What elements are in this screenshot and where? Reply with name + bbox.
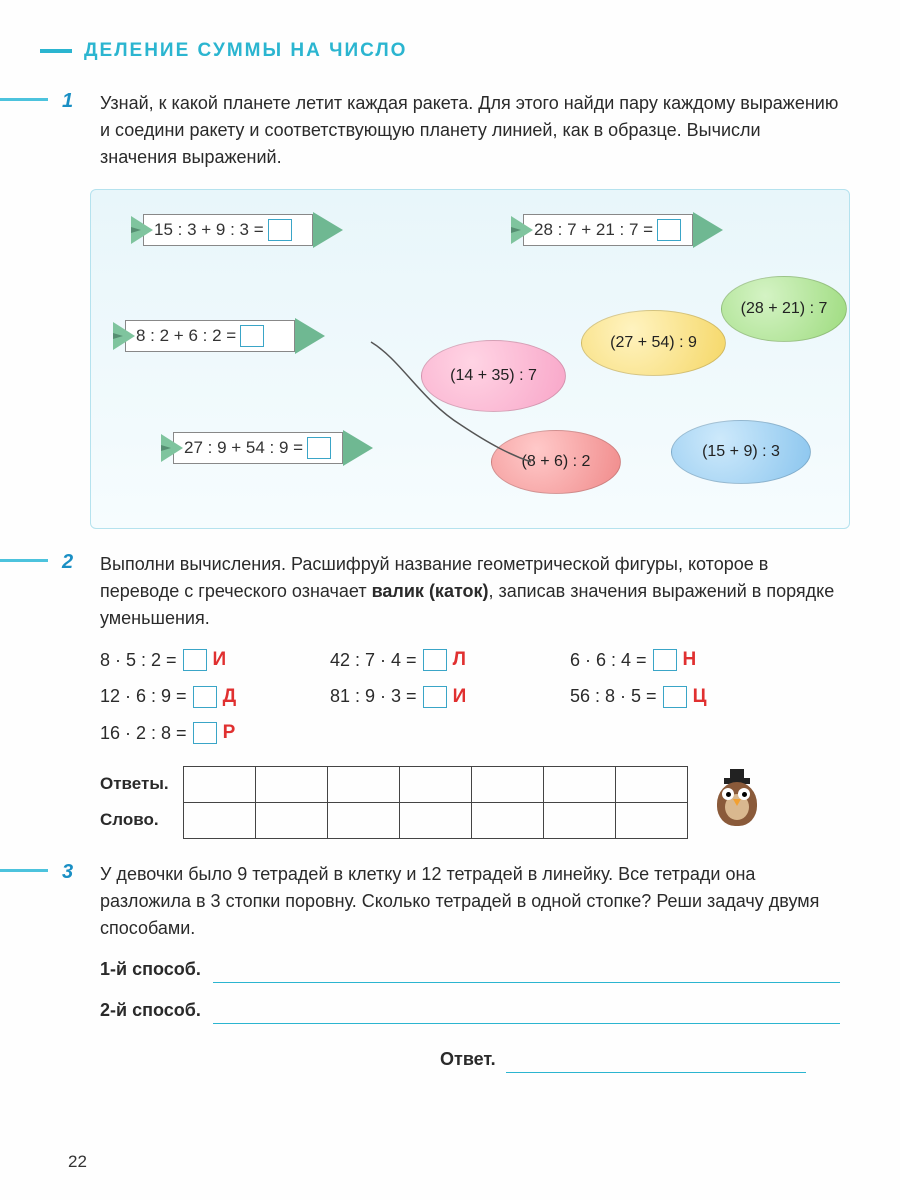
solution-method-1: 1-й способ. <box>100 956 840 983</box>
calc-item: 42 : 7 · 4 = Л <box>330 646 570 675</box>
calc-expr: 6 · 6 : 4 = <box>570 647 647 674</box>
table-row <box>183 802 687 838</box>
table-row <box>183 766 687 802</box>
answer-box[interactable] <box>423 686 447 708</box>
task-number: 1 <box>62 90 73 113</box>
rockets-planets-diagram: 15 : 3 + 9 : 3 = 28 : 7 + 21 : 7 = 8 : 2… <box>90 189 850 529</box>
answers-label: Ответы. <box>100 766 169 802</box>
calc-item: 56 : 8 · 5 = Ц <box>570 683 800 712</box>
code-letter: Д <box>223 683 237 712</box>
calc-expr: 42 : 7 · 4 = <box>330 647 417 674</box>
task-accent <box>0 559 48 562</box>
task-number: 2 <box>62 551 73 574</box>
code-letter: Л <box>453 646 466 675</box>
task-1: 1 Узнай, к какой планете летит каждая ра… <box>40 90 840 529</box>
calc-expr: 81 : 9 · 3 = <box>330 683 417 710</box>
page-title: ДЕЛЕНИЕ СУММЫ НА ЧИСЛО <box>84 40 407 62</box>
header-accent <box>40 49 72 53</box>
task-text: У девочки было 9 тетрадей в клетку и 12 … <box>100 861 840 1073</box>
task-text: Выполни вычисления. Расшифруй название г… <box>100 551 840 839</box>
calc-expr: 56 : 8 · 5 = <box>570 683 657 710</box>
calculations-grid: 8 · 5 : 2 =И 42 : 7 · 4 =Л 6 · 6 : 4 =Н … <box>100 646 840 748</box>
answer-label: Ответ. <box>440 1046 496 1073</box>
answer-box[interactable] <box>183 649 207 671</box>
answer-table-block: Ответы. Слово. <box>100 766 840 839</box>
text-part: У девочки было 9 тетрадей в клетку и 12 … <box>100 864 819 938</box>
answer-grid[interactable] <box>183 766 688 839</box>
page-header: ДЕЛЕНИЕ СУММЫ НА ЧИСЛО <box>40 40 840 62</box>
text-bold: валик (каток) <box>372 581 489 601</box>
code-letter: Р <box>223 719 236 748</box>
writing-line[interactable] <box>213 1002 840 1024</box>
task-accent <box>0 869 48 872</box>
solution-method-2: 2-й способ. <box>100 997 840 1024</box>
answer-box[interactable] <box>193 686 217 708</box>
calc-item: 12 · 6 : 9 = Д <box>100 683 330 712</box>
answer-labels: Ответы. Слово. <box>100 766 169 838</box>
task-number: 3 <box>62 861 73 884</box>
owl-icon <box>708 766 766 830</box>
calc-item: 6 · 6 : 4 = Н <box>570 646 800 675</box>
page-number: 22 <box>68 1152 87 1172</box>
answer-box[interactable] <box>653 649 677 671</box>
answer-box[interactable] <box>663 686 687 708</box>
word-label: Слово. <box>100 802 169 838</box>
code-letter: Н <box>683 646 697 675</box>
answer-box[interactable] <box>423 649 447 671</box>
calc-item: 8 · 5 : 2 = И <box>100 646 330 675</box>
calc-expr: 16 · 2 : 8 = <box>100 720 187 747</box>
writing-line[interactable] <box>213 961 840 983</box>
task-accent <box>0 98 48 101</box>
task-text: Узнай, к какой планете летит каждая раке… <box>100 90 840 171</box>
code-letter: И <box>453 683 467 712</box>
calc-expr: 8 · 5 : 2 = <box>100 647 177 674</box>
task-3: 3 У девочки было 9 тетрадей в клетку и 1… <box>40 861 840 1073</box>
answer-box[interactable] <box>193 722 217 744</box>
calc-item: 81 : 9 · 3 = И <box>330 683 570 712</box>
writing-line[interactable] <box>506 1051 806 1073</box>
final-answer: Ответ. <box>440 1046 840 1073</box>
calc-expr: 12 · 6 : 9 = <box>100 683 187 710</box>
code-letter: Ц <box>693 683 707 712</box>
task-2: 2 Выполни вычисления. Расшифруй название… <box>40 551 840 839</box>
example-connector-line <box>91 190 851 530</box>
method-label: 1-й способ. <box>100 956 201 983</box>
method-label: 2-й способ. <box>100 997 201 1024</box>
calc-item: 16 · 2 : 8 = Р <box>100 719 330 748</box>
code-letter: И <box>213 646 227 675</box>
